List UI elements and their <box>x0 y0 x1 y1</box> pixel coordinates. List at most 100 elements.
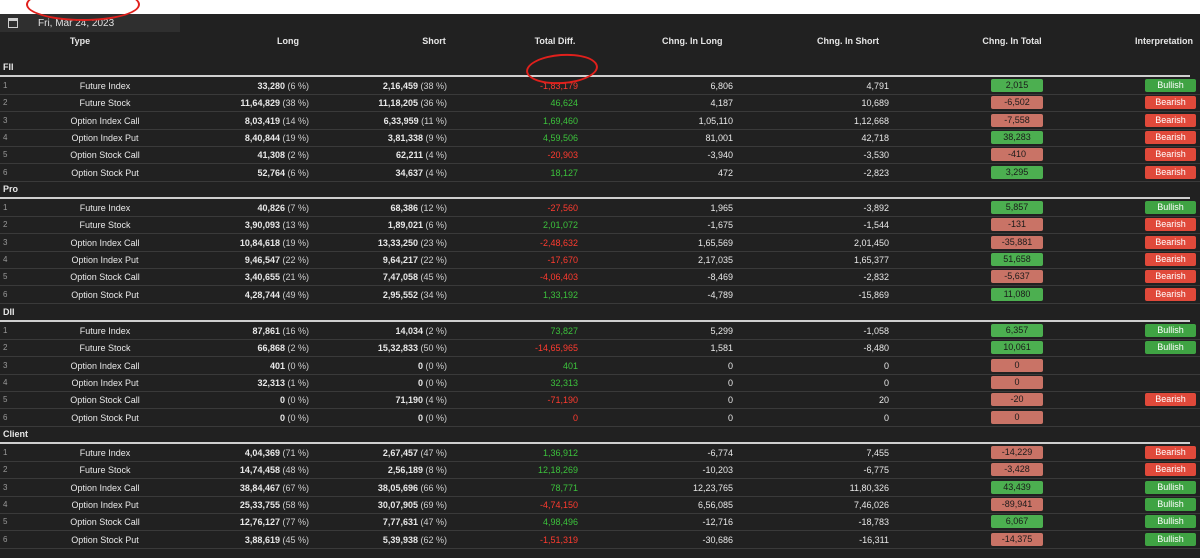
section-title: Client <box>3 429 29 439</box>
total-diff-cell: 4,98,496 <box>542 517 578 528</box>
short-cell: 0 (0 %) <box>418 361 447 371</box>
long-value: 12,76,127 <box>239 517 280 528</box>
interpretation-badge: Bearish <box>1145 165 1196 179</box>
chng-long-cell: 1,965 <box>710 203 733 213</box>
long-pct: (0 %) <box>287 360 309 371</box>
short-pct: (45 %) <box>420 272 447 283</box>
calendar-icon[interactable] <box>8 18 18 28</box>
table-row[interactable]: 5 Option Stock Call 41,308 (2 %) 62,211 (4 … <box>0 147 1200 165</box>
date-value[interactable]: Fri, Mar 24, 2023 <box>38 17 115 29</box>
chng-total-cell: -89,941 <box>991 497 1043 511</box>
header-short[interactable]: Short <box>422 36 446 46</box>
chng-short-cell: -8,480 <box>863 343 889 354</box>
long-cell: 3,90,093 (13 %) <box>245 220 309 230</box>
short-pct: (47 %) <box>420 517 447 528</box>
interpretation-badge: Bearish <box>1145 270 1196 284</box>
interpretation-badge: Bearish <box>1145 235 1196 249</box>
type-cell: Option Stock Put <box>71 534 139 545</box>
table-row[interactable]: 5 Option Stock Call 0 (0 %) 71,190 (4 %) -71… <box>0 392 1200 410</box>
table-row[interactable]: 4 Option Index Put 25,33,755 (58 %) 30,07,9… <box>0 497 1200 514</box>
table-row[interactable]: 2 Future Stock 66,868 (2 %) 15,32,833 (50 %… <box>0 340 1200 358</box>
short-cell: 14,034 (2 %) <box>395 326 447 336</box>
chng-short-cell: 7,455 <box>866 448 889 458</box>
table-row[interactable]: 3 Option Index Call 8,03,419 (14 %) 6,33,95… <box>0 113 1200 130</box>
short-pct: (38 %) <box>420 81 447 91</box>
table-row[interactable]: 4 Option Index Put 9,46,547 (22 %) 9,64,217… <box>0 252 1200 269</box>
row-index: 4 <box>3 132 8 142</box>
chng-long-cell: 6,56,085 <box>697 499 733 510</box>
table-row[interactable]: 1 Future Index 33,280 (6 %) 2,16,459 (38 %)… <box>0 78 1200 95</box>
table-row[interactable]: 5 Option Stock Call 12,76,127 (77 %) 7,77,6… <box>0 514 1200 532</box>
header-total-diff[interactable]: Total Diff. <box>534 36 576 46</box>
participant-oi-panel: Fri, Mar 24, 2023 Type Long Short Total … <box>0 14 1200 558</box>
header-chng-total[interactable]: Chng. In Total <box>982 36 1042 46</box>
long-pct: (58 %) <box>282 499 309 510</box>
chng-total-pill: 11,080 <box>991 287 1043 301</box>
row-index: 1 <box>3 326 8 335</box>
chng-total-cell: -20 <box>991 393 1043 407</box>
table-row[interactable]: 1 Future Index 40,826 (7 %) 68,386 (12 %) -2… <box>0 200 1200 217</box>
table-row[interactable]: 1 Future Index 87,861 (16 %) 14,034 (2 %) 73… <box>0 323 1200 340</box>
long-cell: 41,308 (2 %) <box>257 150 309 160</box>
table-row[interactable]: 6 Option Stock Put 4,28,744 (49 %) 2,95,552… <box>0 287 1200 304</box>
short-value: 30,07,905 <box>377 499 418 510</box>
row-index: 1 <box>3 81 8 90</box>
row-index: 6 <box>3 412 8 422</box>
long-value: 32,313 <box>257 377 285 388</box>
table-row[interactable]: 1 Future Index 4,04,369 (71 %) 2,67,457 (47… <box>0 445 1200 462</box>
table-row[interactable]: 3 Option Index Call 401 (0 %) 0 (0 %) 401 0 0 0 <box>0 358 1200 375</box>
short-value: 3,81,338 <box>387 132 423 143</box>
row-index: 1 <box>3 203 8 212</box>
short-pct: (66 %) <box>420 482 447 493</box>
long-value: 10,84,618 <box>239 237 280 248</box>
table-row[interactable]: 4 Option Index Put 32,313 (1 %) 0 (0 %) 32,3… <box>0 375 1200 392</box>
interpretation-badge: Bullish <box>1145 480 1196 494</box>
chng-total-cell: -5,637 <box>991 270 1043 284</box>
chng-short-cell: 10,689 <box>861 98 889 109</box>
table-row[interactable]: 6 Option Stock Put 52,764 (6 %) 34,637 (4 %… <box>0 165 1200 182</box>
long-pct: (13 %) <box>282 220 309 231</box>
chng-total-cell: 51,658 <box>991 252 1043 266</box>
short-cell: 2,56,189 (8 %) <box>388 465 447 475</box>
header-interpretation[interactable]: Interpretation <box>1134 36 1193 46</box>
row-index: 2 <box>3 220 8 230</box>
chng-long-cell: -30,686 <box>702 534 733 545</box>
chng-short-cell: -1,544 <box>863 220 889 231</box>
table-row[interactable]: 6 Option Stock Put 3,88,619 (45 %) 5,39,938… <box>0 532 1200 549</box>
total-diff-cell: 18,127 <box>550 167 578 178</box>
chng-long-cell: -1,675 <box>707 220 733 231</box>
row-index: 2 <box>3 98 8 108</box>
chng-total-cell: 5,857 <box>991 201 1043 214</box>
chng-total-pill: -3,428 <box>991 463 1043 477</box>
table-row[interactable]: 3 Option Index Call 10,84,618 (19 %) 13,33,… <box>0 235 1200 252</box>
table-row[interactable]: 4 Option Index Put 8,40,844 (19 %) 3,81,338… <box>0 130 1200 147</box>
short-cell: 0 (0 %) <box>418 413 447 423</box>
table-row[interactable]: 2 Future Stock 11,64,829 (38 %) 11,18,205 (… <box>0 95 1200 113</box>
interpretation-badge: Bearish <box>1145 113 1196 127</box>
table-row[interactable]: 2 Future Stock 3,90,093 (13 %) 1,89,021 (6 … <box>0 217 1200 235</box>
total-diff-cell: -4,06,403 <box>539 272 578 283</box>
interpretation-badge: Bearish <box>1145 218 1196 232</box>
interpretation-badge: Bullish <box>1145 497 1196 511</box>
chng-long-cell: 5,299 <box>710 326 733 336</box>
header-type[interactable]: Type <box>69 36 91 46</box>
table-row[interactable]: 5 Option Stock Call 3,40,655 (21 %) 7,47,05… <box>0 269 1200 287</box>
long-value: 66,868 <box>257 343 285 354</box>
chng-total-pill: 51,658 <box>991 252 1043 266</box>
chng-long-cell: 1,05,110 <box>698 115 733 126</box>
long-cell: 11,64,829 (38 %) <box>240 98 309 108</box>
row-index: 1 <box>3 448 8 457</box>
long-cell: 33,280 (6 %) <box>257 81 309 91</box>
long-cell: 87,861 (16 %) <box>252 326 309 336</box>
table-row[interactable]: 2 Future Stock 14,74,458 (48 %) 2,56,189 (8… <box>0 462 1200 480</box>
date-picker[interactable]: Fri, Mar 24, 2023 <box>0 14 180 32</box>
interpretation-cell: Bearish <box>1145 446 1196 459</box>
type-cell: Option Index Call <box>70 360 140 371</box>
header-chng-long[interactable]: Chng. In Long <box>662 36 723 46</box>
chng-total-pill: 38,283 <box>991 130 1043 144</box>
table-row[interactable]: 3 Option Index Call 38,84,467 (67 %) 38,05,… <box>0 480 1200 497</box>
table-row[interactable]: 6 Option Stock Put 0 (0 %) 0 (0 %) 0 0 0 0 <box>0 410 1200 427</box>
header-chng-short[interactable]: Chng. In Short <box>817 36 879 46</box>
row-index: 3 <box>3 237 8 247</box>
header-long[interactable]: Long <box>277 36 299 46</box>
